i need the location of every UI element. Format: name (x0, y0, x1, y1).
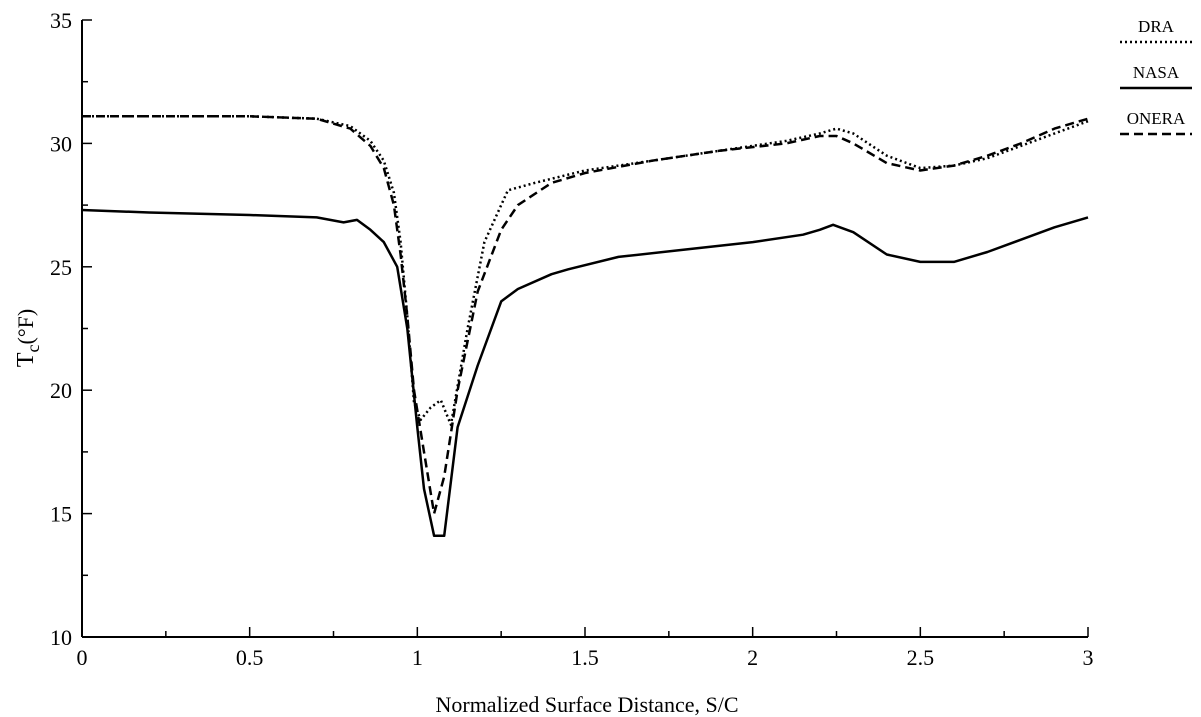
x-tick-label: 1.5 (571, 645, 599, 670)
series-layer (81, 115, 1089, 538)
y-tick-label: 30 (50, 131, 72, 156)
svg-text:Tc(°F): Tc(°F) (13, 309, 43, 367)
series-line-onera (82, 115, 1089, 515)
x-axis-title: Normalized Surface Distance, S/C (435, 692, 738, 717)
y-tick-label: 35 (50, 8, 72, 33)
y-axis-title-sub: c (23, 345, 43, 353)
legend-label-dra: DRA (1138, 17, 1175, 36)
x-tick-label: 2.5 (907, 645, 935, 670)
legend: DRA NASA ONERA (1120, 17, 1192, 136)
x-tick-label: 0 (77, 645, 88, 670)
series-line-nasa (81, 208, 1089, 538)
y-tick-label: 25 (50, 255, 72, 280)
x-tick-label: 1 (412, 645, 423, 670)
x-tick-label: 3 (1083, 645, 1094, 670)
series-line-dra (82, 115, 1089, 427)
y-axis-title: Tc(°F) (13, 309, 43, 367)
x-tick-label: 2 (747, 645, 758, 670)
y-tick-label: 20 (50, 378, 72, 403)
x-tick-label: 0.5 (236, 645, 264, 670)
y-axis-title-main: T (13, 352, 39, 367)
y-axis-title-unit: (°F) (13, 309, 38, 345)
y-tick-label: 10 (50, 625, 72, 650)
legend-label-onera: ONERA (1127, 109, 1186, 128)
legend-label-nasa: NASA (1133, 63, 1180, 82)
y-ticks: 10 15 20 25 30 35 (50, 8, 92, 650)
axes (81, 20, 1088, 638)
x-ticks: 0 0.5 1 1.5 2 2.5 3 (77, 627, 1094, 670)
y-tick-label: 15 (50, 502, 72, 527)
